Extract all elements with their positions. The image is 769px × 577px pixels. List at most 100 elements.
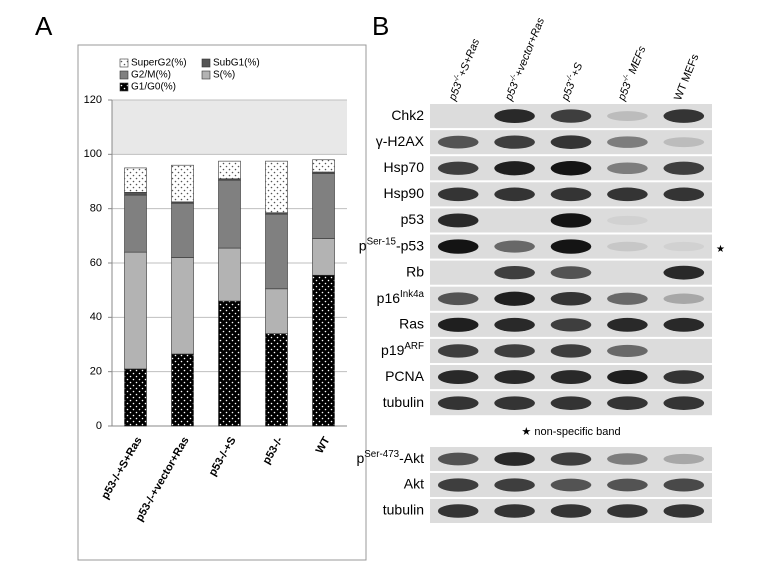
legend-swatch — [119, 70, 129, 80]
label-sup: -/- — [564, 73, 575, 84]
lane-label: p53-/-+S — [556, 60, 585, 104]
blot-band — [550, 161, 592, 176]
bar-segment — [312, 159, 335, 173]
legend-label: S(%) — [213, 70, 235, 81]
label-part: +S — [569, 61, 586, 79]
label-sup: -/- — [507, 73, 518, 84]
blot-band — [494, 370, 535, 384]
bar-segment — [265, 288, 288, 334]
bar-segment — [265, 213, 288, 290]
blot-band — [607, 344, 648, 358]
label-part: p53 — [446, 80, 465, 103]
legend-swatch — [201, 70, 211, 80]
y-tick-label: 0 — [96, 420, 102, 432]
blot-band — [607, 396, 648, 410]
blot-band — [437, 370, 479, 384]
legend-label: G1/G0(%) — [131, 82, 176, 93]
blot-band — [494, 396, 535, 410]
blot-band — [494, 135, 535, 149]
x-tick-label: p53-/-+vector+Ras — [134, 435, 192, 524]
y-tick-label: 40 — [90, 311, 102, 323]
blot-band — [663, 504, 705, 518]
blot-band — [663, 478, 705, 492]
blot-band — [437, 344, 479, 358]
legend-swatch — [201, 58, 211, 68]
blot-band — [663, 187, 705, 202]
row-label: tubulin — [383, 394, 424, 410]
label-sup: -/- — [451, 73, 462, 84]
blot-band — [663, 241, 705, 252]
blot-band — [607, 369, 648, 385]
blot-band — [663, 453, 705, 465]
bar-segment — [265, 160, 288, 214]
lane-label: p53-/-+S+Ras — [444, 36, 483, 104]
y-tick-label: 80 — [90, 203, 102, 215]
blot-band — [607, 317, 648, 332]
legend-label: SuperG2(%) — [131, 58, 187, 69]
note: ★ non-specific band — [521, 426, 620, 438]
legend-swatch — [119, 58, 129, 68]
label-part: MEFs — [625, 44, 648, 78]
marker: ★ — [716, 244, 725, 255]
blot-band — [494, 291, 535, 306]
bar-segment — [124, 194, 147, 253]
label-sup: Ink4a — [400, 288, 425, 299]
legend-label: G2/M(%) — [131, 70, 171, 81]
row-label: pSer-473-Akt — [356, 449, 424, 466]
blot-band — [550, 213, 592, 228]
bar-segment — [124, 368, 147, 427]
bar-segment — [124, 192, 147, 196]
blot-band — [494, 240, 535, 253]
blot-band — [550, 109, 592, 123]
y-tick-label: 60 — [90, 257, 102, 269]
blot-band — [494, 344, 535, 358]
blot-band — [550, 504, 592, 518]
blot-band — [607, 268, 648, 278]
label-part: p53 — [559, 80, 578, 103]
blot-band — [607, 241, 648, 252]
legend-label: SubG1(%) — [213, 58, 260, 69]
blot-band — [607, 187, 648, 202]
lane-label: WT MEFs — [672, 52, 702, 102]
row-label: p16Ink4a — [377, 288, 425, 305]
bar-segment — [124, 251, 147, 370]
label-part: p19 — [381, 342, 405, 358]
panel-label: A — [35, 11, 53, 41]
row-label: γ-H2AX — [376, 133, 425, 149]
blot-band — [550, 239, 592, 254]
blot-band — [607, 111, 648, 121]
blot-band — [663, 161, 705, 175]
blot-band — [663, 109, 705, 123]
blot-band — [550, 291, 592, 306]
blot-band — [437, 161, 479, 175]
row-label: p53 — [401, 211, 425, 227]
blot-band — [437, 292, 479, 306]
legend-swatch — [119, 82, 129, 92]
blot-band — [550, 344, 592, 358]
row-label: pSer-15-p53 — [359, 236, 424, 253]
row-label: Chk2 — [391, 107, 424, 123]
plot-band — [112, 100, 347, 155]
label-sup: -/- — [620, 73, 631, 84]
label-part: p53 — [503, 80, 522, 103]
blot-band — [607, 292, 648, 305]
blot-band — [550, 318, 592, 332]
blot-band — [437, 317, 479, 332]
blot-band — [550, 187, 592, 202]
row-label: p19ARF — [381, 341, 424, 358]
blot-band — [607, 504, 648, 518]
blot-band — [607, 478, 648, 492]
bar-segment — [171, 164, 194, 203]
blot-band — [550, 452, 592, 466]
blot-band — [437, 478, 479, 492]
x-tick-label: p53-/-+S — [207, 435, 239, 478]
x-tick-label: p53-/-+S+Ras — [99, 435, 144, 501]
blot-band — [437, 452, 479, 466]
bar-segment — [171, 202, 194, 258]
panel-label: B — [372, 11, 389, 41]
blot-band — [663, 370, 705, 384]
blot-band — [437, 396, 479, 410]
bar-segment — [218, 300, 241, 427]
chart-frame — [77, 44, 367, 561]
blot-band — [550, 370, 592, 384]
